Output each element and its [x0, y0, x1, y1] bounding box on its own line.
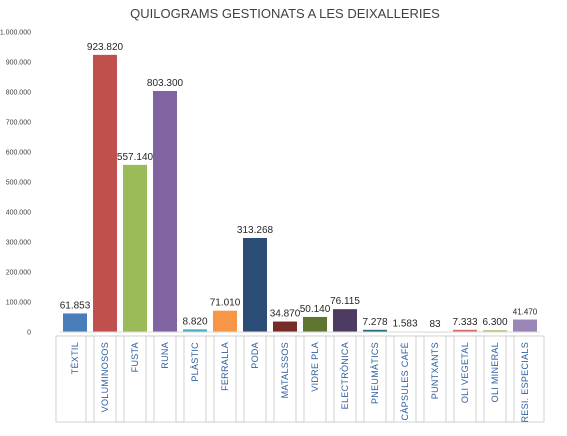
data-label: 7.278 [362, 317, 387, 328]
bar [453, 329, 477, 332]
bar [513, 319, 537, 332]
category-box [205, 335, 245, 423]
x-tick-label: FUSTA [130, 342, 140, 372]
category-box [175, 335, 215, 423]
data-label: 61.853 [60, 300, 91, 311]
bar [333, 309, 357, 332]
y-tick-label: 300.000 [6, 240, 31, 247]
x-tick-label: TÈXTIL [70, 342, 80, 374]
bar [183, 329, 207, 332]
data-label: 557.140 [117, 152, 154, 163]
bar [93, 54, 117, 332]
bar [363, 329, 387, 332]
category-box [265, 335, 305, 423]
data-label: 313.268 [237, 225, 274, 236]
x-tick-label: OLI MINERAL [490, 342, 500, 402]
bar [123, 164, 147, 332]
category-box [325, 335, 365, 423]
data-label: 6.300 [482, 317, 507, 328]
bar [243, 238, 267, 332]
x-tick-label: MATALSSOS [280, 342, 290, 398]
data-label: 8.820 [182, 316, 207, 327]
y-tick-label: 1.000.000 [0, 30, 31, 37]
category-box [355, 335, 395, 423]
data-label: 41.470 [513, 308, 538, 317]
bar [483, 330, 507, 332]
x-tick-label: ELECTRÒNICA [340, 342, 350, 409]
category-box [115, 335, 155, 423]
data-label: 803.300 [147, 78, 184, 89]
y-axis: 0 100.000 200.000 300.000 400.000 500.000 600.… [0, 30, 31, 337]
bar [303, 316, 327, 332]
y-tick-label: 900.000 [6, 60, 31, 67]
x-tick-label: VOLUMINOSOS [100, 342, 110, 412]
x-tick-label: PNEUMÀTICS [370, 342, 380, 404]
x-tick-label: RESI. ESPECIALS [520, 342, 530, 423]
category-box [235, 335, 275, 423]
data-label: 34.870 [270, 309, 301, 320]
bar [63, 313, 87, 332]
x-tick-label: PUNTXANTS [430, 342, 440, 399]
category-box [505, 335, 545, 423]
category-box [415, 335, 455, 423]
x-tick-label: VIDRE PLA [310, 342, 320, 392]
x-tick-label: PLÀSTIC [190, 342, 200, 382]
category-box [295, 335, 335, 423]
bar [273, 321, 297, 332]
category-box [385, 335, 425, 423]
data-label: 50.140 [300, 304, 331, 315]
bars [63, 54, 537, 333]
y-tick-label: 500.000 [6, 180, 31, 187]
y-tick-label: 100.000 [6, 300, 31, 307]
chart-title: QUILOGRAMS GESTIONATS A LES DEIXALLERIES [130, 6, 440, 21]
x-tick-label: RUNA [160, 342, 170, 369]
data-label: 7.333 [452, 317, 477, 328]
y-tick-label: 700.000 [6, 120, 31, 127]
category-box [145, 335, 185, 423]
y-tick-label: 0 [27, 330, 31, 337]
x-tick-label: CÀPSULES CAFÈ [400, 342, 410, 420]
y-tick-label: 800.000 [6, 90, 31, 97]
data-label: 1.583 [392, 319, 417, 330]
bar [213, 310, 237, 332]
bar [153, 91, 177, 332]
y-tick-label: 600.000 [6, 150, 31, 157]
x-tick-label: PODA [250, 342, 260, 369]
x-tick-label: FERRALLA [220, 342, 230, 391]
y-tick-label: 400.000 [6, 210, 31, 217]
data-label: 71.010 [210, 298, 241, 309]
category-box [445, 335, 485, 423]
category-box [55, 335, 95, 423]
y-tick-label: 200.000 [6, 270, 31, 277]
data-label: 83 [429, 319, 441, 330]
x-tick-label: OLI VEGETAL [460, 342, 470, 403]
data-label: 76.115 [330, 296, 360, 307]
x-axis: TÈXTIL VOLUMINOSOS FUSTA RUNA PLÀSTIC FERRALL… [55, 331, 545, 423]
category-box [475, 335, 515, 423]
category-box [85, 335, 125, 423]
data-label: 923.820 [87, 42, 124, 53]
